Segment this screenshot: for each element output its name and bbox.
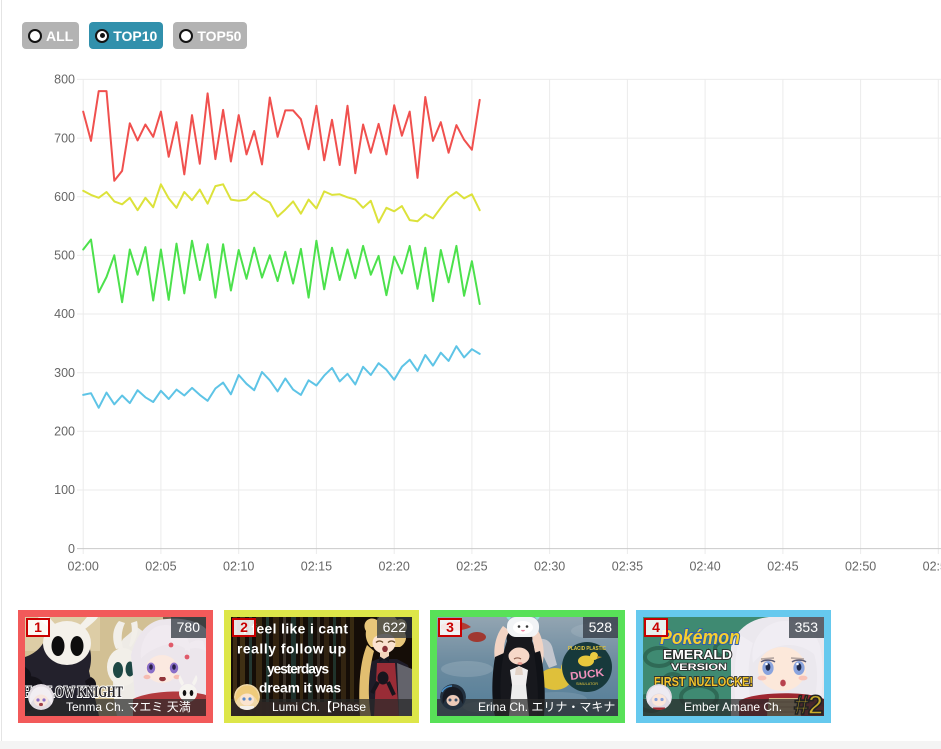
svg-text:02:05: 02:05 xyxy=(145,560,176,574)
svg-text:02:40: 02:40 xyxy=(689,560,720,574)
svg-text:FIRST NUZLOCKE!: FIRST NUZLOCKE! xyxy=(654,674,753,689)
svg-text:400: 400 xyxy=(54,307,75,321)
svg-text:Pokémon: Pokémon xyxy=(660,627,740,649)
svg-text:02:35: 02:35 xyxy=(612,560,643,574)
svg-text:800: 800 xyxy=(54,73,75,87)
svg-text:dream it was: dream it was xyxy=(259,681,341,696)
svg-text:DUCK: DUCK xyxy=(570,667,605,683)
svg-text:yesterdays: yesterdays xyxy=(267,662,329,677)
svg-text:100: 100 xyxy=(54,483,75,497)
svg-text:02:55: 02:55 xyxy=(923,560,941,574)
svg-text:0: 0 xyxy=(68,542,75,556)
svg-text:EMERALD: EMERALD xyxy=(663,648,732,662)
svg-text:02:25: 02:25 xyxy=(456,560,487,574)
svg-text:02:10: 02:10 xyxy=(223,560,254,574)
svg-text:VERSION: VERSION xyxy=(671,662,727,673)
svg-text:300: 300 xyxy=(54,366,75,380)
svg-text:02:20: 02:20 xyxy=(379,560,410,574)
svg-text:02:45: 02:45 xyxy=(767,560,798,574)
svg-text:SIMULATOR: SIMULATOR xyxy=(576,681,598,686)
svg-text:02:50: 02:50 xyxy=(845,560,876,574)
svg-text:02:15: 02:15 xyxy=(301,560,332,574)
svg-text:600: 600 xyxy=(54,190,75,204)
svg-text:700: 700 xyxy=(54,131,75,145)
svg-text:PLACID PLASTIC: PLACID PLASTIC xyxy=(568,646,606,652)
svg-text:really follow up: really follow up xyxy=(237,642,346,657)
svg-text:02:30: 02:30 xyxy=(534,560,565,574)
svg-text:i feel like i cant: i feel like i cant xyxy=(243,622,348,637)
svg-text:02:00: 02:00 xyxy=(68,560,99,574)
svg-text:200: 200 xyxy=(54,425,75,439)
svg-text:500: 500 xyxy=(54,249,75,263)
